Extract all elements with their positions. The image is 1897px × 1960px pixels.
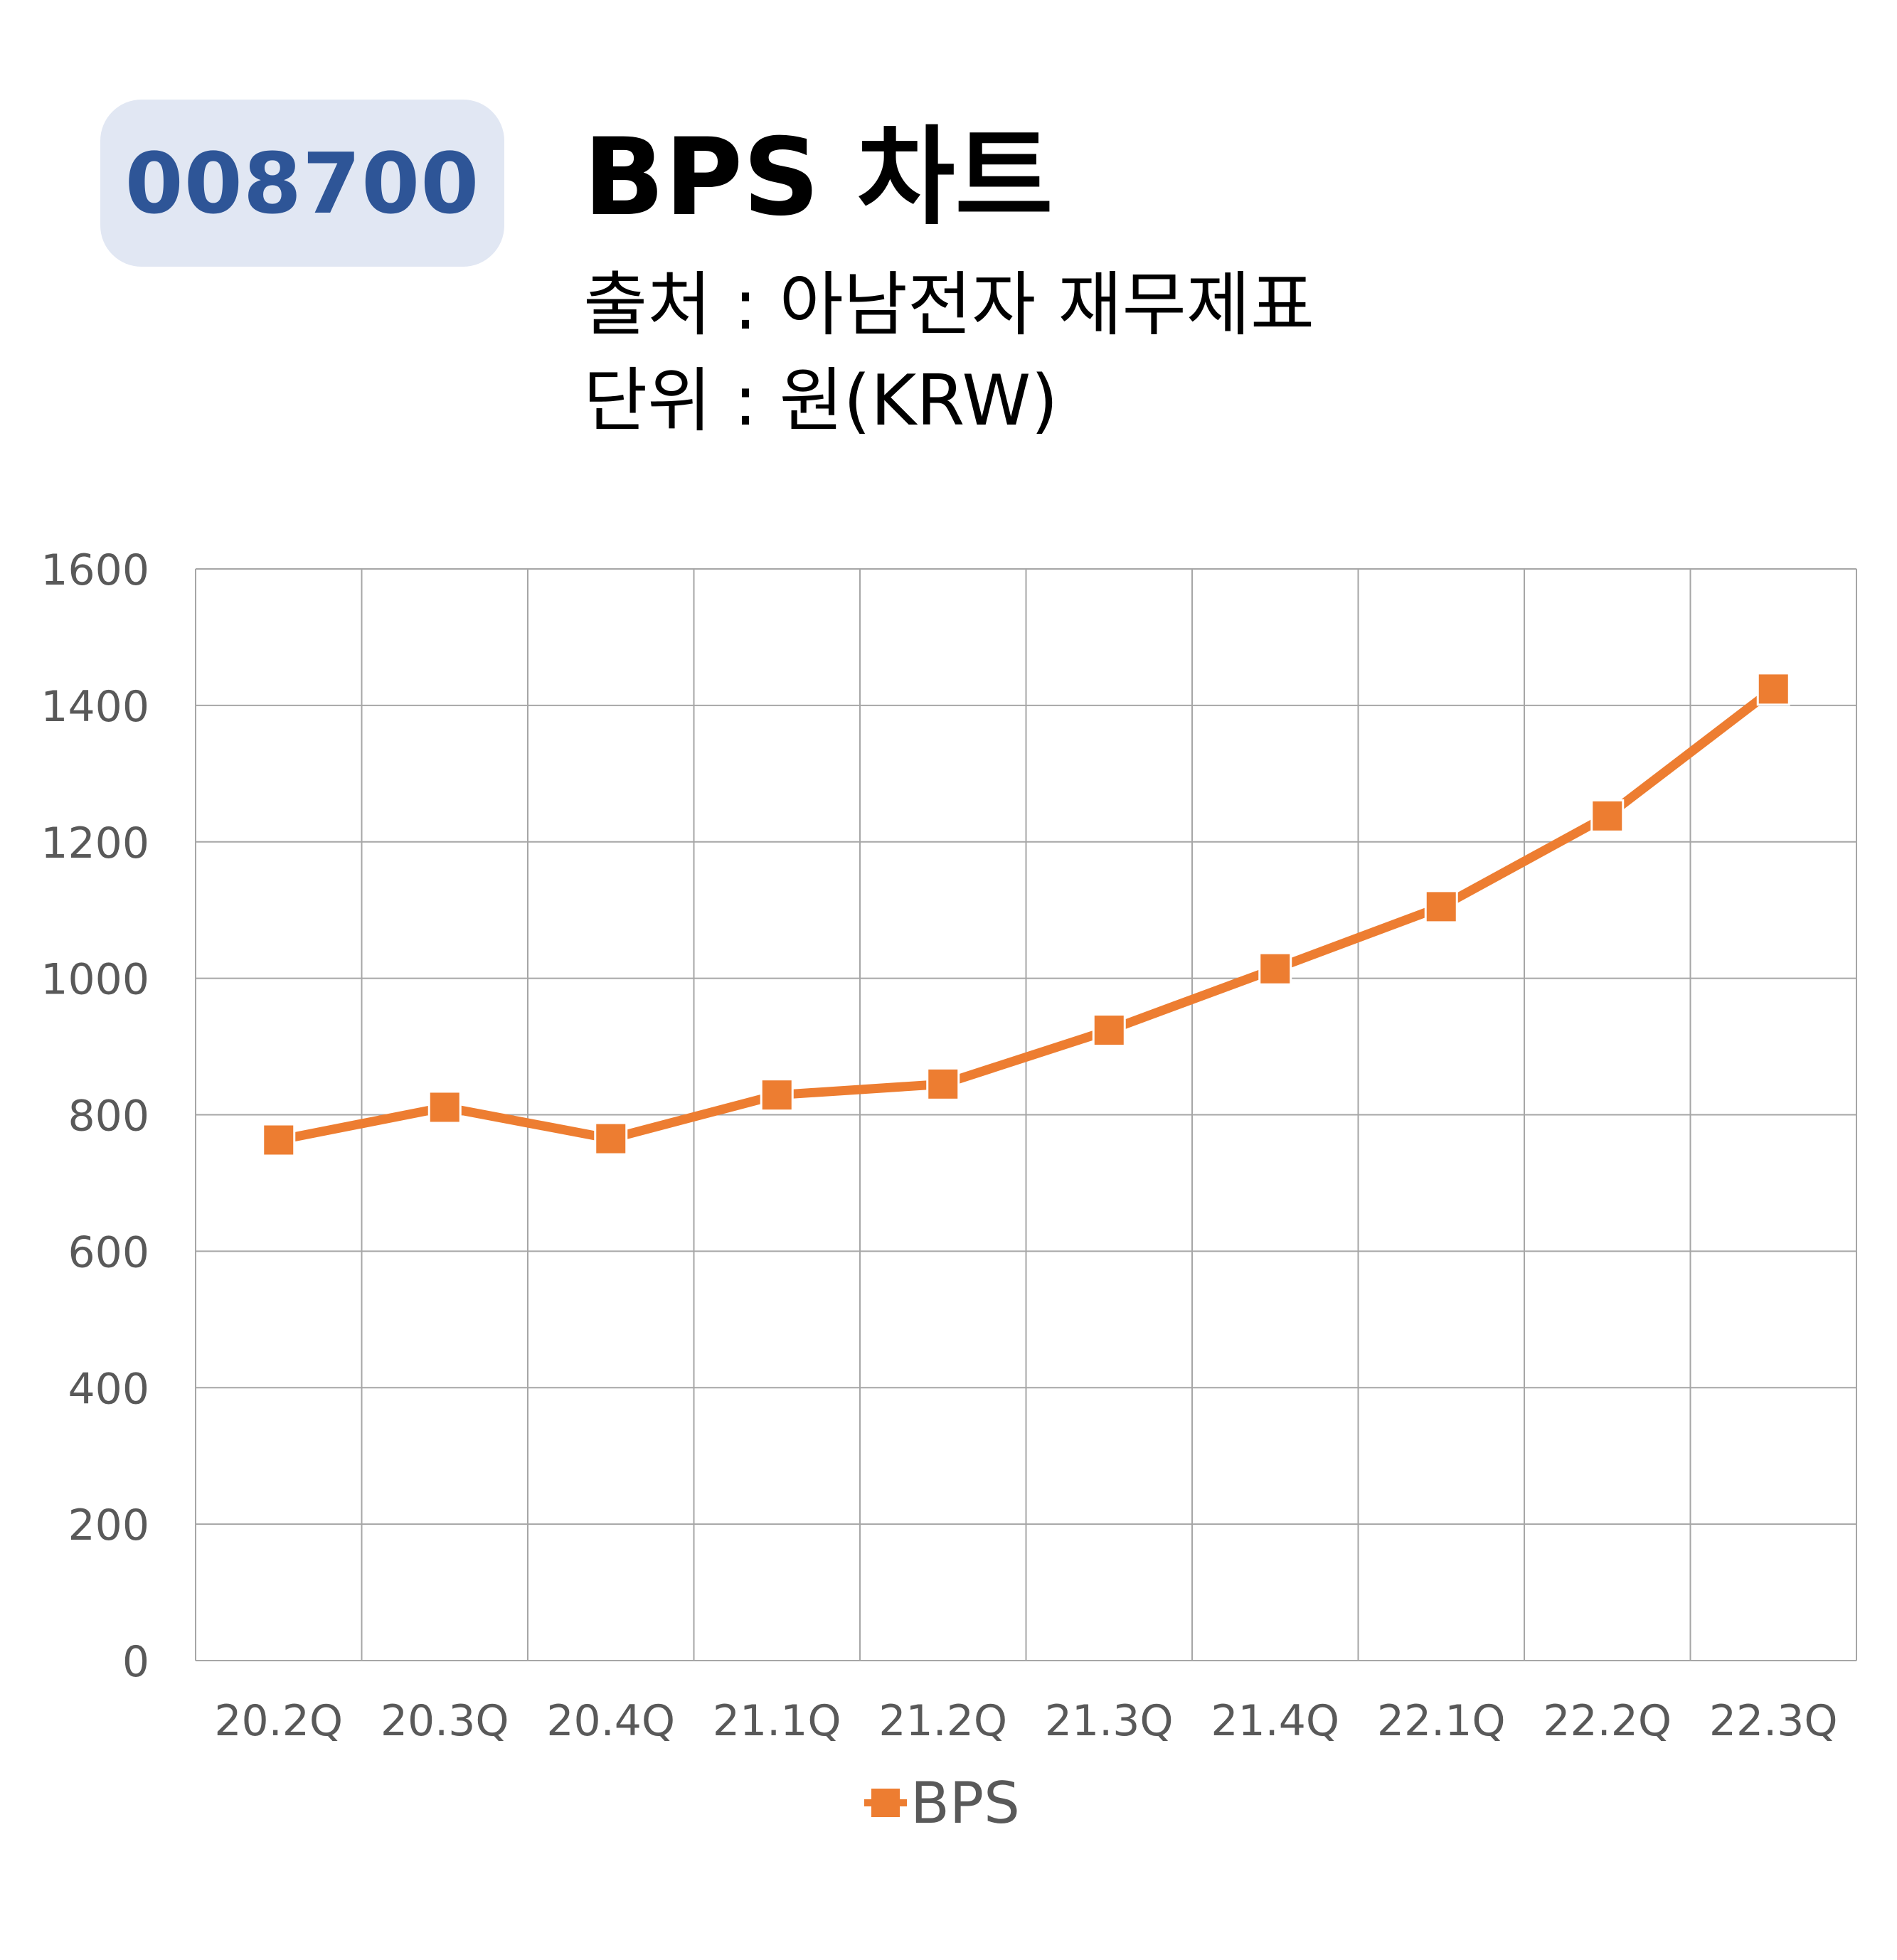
x-tick-label: 22.3Q [1709, 1696, 1838, 1746]
data-point-marker [262, 1123, 296, 1157]
source-text: 출처 : 아남전자 재무제표 [583, 265, 1315, 346]
stock-code-badge: 008700 [100, 100, 504, 267]
data-point-marker [1258, 952, 1292, 986]
y-tick-label: 1600 [41, 545, 149, 595]
data-point-marker [427, 1090, 462, 1124]
series-line-bps [274, 684, 1778, 1145]
y-tick-label: 400 [68, 1364, 149, 1414]
x-tick-label: 22.2Q [1543, 1696, 1672, 1746]
data-point-marker [926, 1067, 960, 1101]
x-tick-label: 20.2Q [214, 1696, 343, 1746]
y-tick-label: 200 [68, 1501, 149, 1550]
data-point-marker [1424, 890, 1458, 924]
y-tick-label: 1000 [41, 955, 149, 1005]
y-tick-label: 1200 [41, 819, 149, 868]
stock-code: 008700 [124, 134, 480, 233]
page-title: BPS 차트 [583, 116, 1053, 240]
x-tick-label: 21.4Q [1211, 1696, 1339, 1746]
data-point-marker [1092, 1013, 1126, 1048]
x-tick-label: 20.4Q [546, 1696, 675, 1746]
legend-label: BPS [910, 1770, 1020, 1836]
data-point-marker [594, 1122, 628, 1156]
data-point-marker [760, 1078, 794, 1112]
data-point-marker [1590, 799, 1625, 833]
y-axis-ticks: 0 200 400 600 800 1000 1200 1400 1600 [41, 545, 149, 1687]
y-tick-label: 600 [68, 1227, 149, 1277]
data-point-marker [1756, 672, 1790, 706]
y-tick-label: 800 [68, 1092, 149, 1141]
x-tick-label: 20.3Q [381, 1696, 509, 1746]
chart-series [262, 672, 1790, 1157]
unit-text: 단위 : 원(KRW) [583, 361, 1058, 442]
chart-legend: BPS [864, 1770, 1020, 1836]
x-axis-ticks: 20.2Q 20.3Q 20.4Q 21.1Q 21.2Q 21.3Q 21.4Q 22.1Q… [214, 1696, 1837, 1746]
legend-marker [871, 1789, 900, 1817]
y-tick-label: 0 [122, 1637, 149, 1687]
y-tick-label: 1400 [41, 682, 149, 732]
chart-grid [195, 568, 1857, 1661]
x-tick-label: 21.3Q [1045, 1696, 1174, 1746]
x-tick-label: 21.2Q [878, 1696, 1007, 1746]
x-tick-label: 22.1Q [1377, 1696, 1506, 1746]
x-tick-label: 21.1Q [713, 1696, 841, 1746]
